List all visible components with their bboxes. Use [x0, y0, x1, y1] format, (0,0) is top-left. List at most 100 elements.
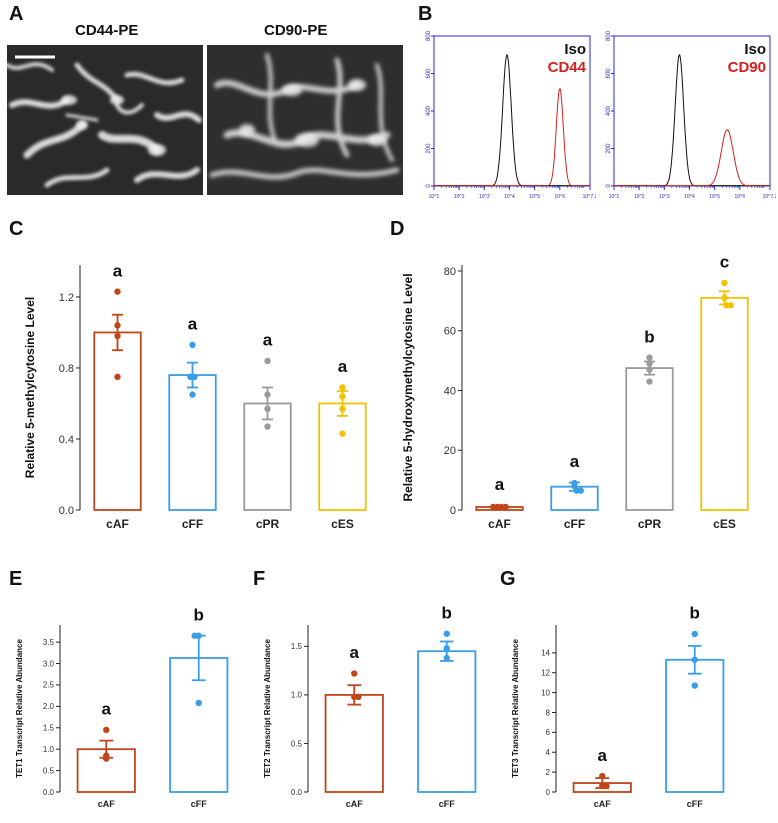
category-label-cPR: cPR	[256, 517, 280, 531]
data-point-cFF	[443, 654, 450, 662]
micrograph-cd90-image	[207, 45, 403, 195]
y-tick-label: 600	[606, 68, 612, 79]
x-tick-label: 10^3	[479, 194, 490, 200]
y-tick-label: 20	[444, 445, 456, 457]
y-tick-label: 0.0	[291, 788, 303, 797]
y-tick-label: 0	[606, 184, 612, 188]
panel-label-e: E	[9, 568, 23, 590]
data-point-cPR	[646, 354, 653, 361]
bar-cFF	[665, 658, 725, 793]
significance-letter-cAF: a	[495, 475, 505, 494]
data-point-cPR	[646, 360, 653, 367]
x-tick-label: 10^6	[734, 194, 745, 200]
significance-letter-cAF: a	[350, 643, 360, 662]
x-tick-label: 10^5	[529, 194, 540, 200]
micrograph-cd44	[7, 45, 203, 195]
x-tick-label: 10^6	[554, 194, 565, 200]
data-point-cFF	[577, 487, 584, 494]
data-point-cES	[339, 405, 346, 413]
y-tick-label: 400	[606, 105, 612, 116]
y-tick-label: 4	[546, 748, 551, 757]
legend-label-cd44: CD44	[548, 59, 587, 76]
x-tick-label: 10^4	[504, 194, 515, 200]
histogram-series-cd90	[614, 129, 770, 187]
bar-cPR	[625, 367, 674, 511]
data-point-cAF	[114, 322, 121, 329]
data-point-cAF	[114, 332, 121, 340]
panel-label-g: G	[500, 568, 516, 590]
panel-label-b: B	[418, 3, 433, 25]
bar-cES	[318, 402, 367, 511]
data-point-cAF	[355, 693, 362, 701]
data-point-cFF	[189, 391, 196, 398]
y-tick-label: 14	[541, 649, 550, 658]
category-label-cFF: cFF	[182, 517, 203, 531]
panel-label-f: F	[253, 568, 266, 590]
y-tick-label: 40	[444, 385, 456, 397]
micrograph-cd90	[207, 45, 403, 195]
significance-letter-cPR: a	[263, 331, 273, 350]
data-point-cAF	[502, 503, 509, 511]
category-label-cFF: cFF	[191, 799, 208, 809]
data-point-cFF	[691, 682, 698, 689]
significance-letter-cFF: b	[194, 605, 204, 624]
significance-letter-cES: a	[338, 357, 348, 376]
y-tick-label: 1.0	[43, 745, 55, 754]
legend-label-iso: Iso	[744, 41, 766, 58]
data-point-cFF	[189, 341, 196, 349]
significance-letter-cFF: b	[690, 604, 700, 623]
category-label-cAF: cAF	[98, 799, 116, 809]
significance-letter-cAF: a	[598, 746, 608, 765]
y-tick-label: 200	[606, 143, 612, 154]
y-tick-label: 0.8	[59, 363, 74, 375]
y-tick-label: 0	[450, 505, 456, 517]
data-point-cES	[721, 279, 728, 287]
y-axis-label: TET3 Transcript Relative Abundance	[511, 639, 520, 778]
data-point-cAF	[103, 755, 110, 762]
category-label-cAF: cAF	[594, 799, 612, 809]
bar-chart-tet3: 0 2 4 6 8 10 12 14 a cAF b cFF TET3 Transcript Relat…	[511, 604, 725, 809]
x-tick-label: 10^5	[709, 194, 720, 200]
data-point-cAF	[603, 782, 610, 790]
data-point-cFF	[191, 373, 198, 381]
y-tick-label: 2.5	[43, 681, 55, 690]
category-label-cAF: cAF	[346, 799, 364, 809]
micrograph-cd44-image	[7, 45, 203, 195]
significance-letter-cFF: a	[188, 315, 198, 334]
y-tick-label: 0	[546, 788, 551, 797]
data-point-cFF	[691, 656, 698, 663]
flow-histogram-cd44: 0 200 400 600 800 10^1 10^2 10^3 10^4 10^5 10^6 10^…	[426, 30, 596, 200]
data-point-cAF	[114, 288, 121, 295]
x-tick-label: 10^1	[429, 194, 440, 200]
data-point-cES	[339, 384, 346, 391]
bar-chart-5mc: 0.0 0.4 0.8 1.2 a cAF a cFF a cPR a cES Relative 5-m…	[23, 261, 367, 531]
significance-letter-cAF: a	[102, 700, 112, 719]
histogram-series-cd44	[434, 88, 590, 187]
bar-chart-tet2: 0.0 0.5 1.0 1.5 a cAF b cFF TET2 Transcript Rela…	[263, 603, 477, 809]
y-tick-label: 2.0	[43, 702, 55, 711]
data-point-cFF	[691, 630, 698, 638]
y-axis-label: TET1 Transcript Relative Abundance	[15, 639, 24, 778]
micrograph-title-cd90: CD90-PE	[264, 22, 328, 39]
y-tick-label: 6	[546, 728, 551, 737]
x-tick-label: 10^2	[634, 194, 645, 200]
bar-chart-tet1: 0.0 0.5 1.0 1.5 2.0 2.5 3.0 3.5 a cAF b cFF TET1 Tra…	[15, 605, 229, 809]
data-point-cES	[721, 294, 728, 302]
data-point-cAF	[103, 726, 110, 734]
data-point-cFF	[443, 630, 450, 637]
significance-letter-cPR: b	[644, 327, 654, 346]
x-tick-label: 10^4	[684, 194, 695, 200]
category-label-cFF: cFF	[564, 517, 585, 531]
legend-label-cd90: CD90	[728, 59, 766, 76]
data-point-cFF	[195, 632, 202, 639]
x-tick-label: 10^3	[659, 194, 670, 200]
category-label-cAF: cAF	[488, 517, 511, 531]
y-tick-label: 0.5	[43, 766, 55, 775]
y-tick-label: 12	[541, 669, 550, 678]
y-tick-label: 1.0	[291, 691, 303, 700]
y-tick-label: 1.5	[43, 724, 55, 733]
legend-label-iso: Iso	[564, 41, 586, 58]
data-point-cPR	[264, 357, 271, 365]
data-point-cAF	[114, 373, 121, 381]
y-tick-label: 800	[606, 30, 612, 41]
